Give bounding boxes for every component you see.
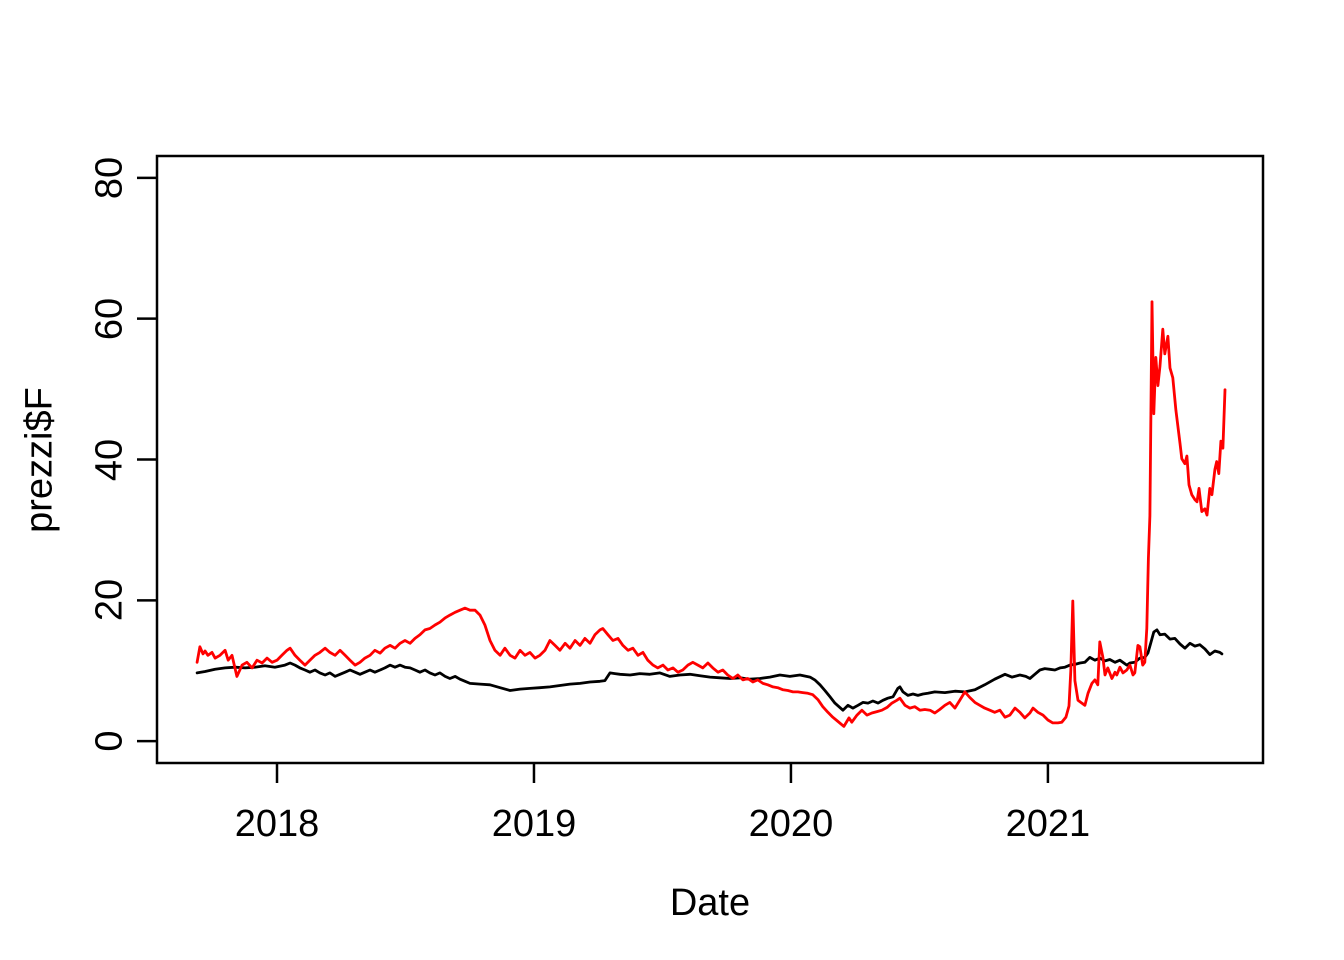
y-tick-label: 0 (88, 730, 131, 752)
x-tick-label: 2020 (748, 803, 834, 845)
x-tick-label: 2021 (1005, 803, 1091, 845)
x-tick-label: 2018 (234, 803, 320, 845)
axis-tick-marks (137, 176, 1050, 783)
y-tick-label: 60 (88, 297, 131, 340)
y-axis-title: prezzi$F (18, 386, 61, 533)
y-tick-label: 20 (88, 579, 131, 622)
series-line-prezzi-F-red (195, 300, 1227, 728)
y-tick-label: 40 (88, 438, 131, 481)
x-axis-title: Date (669, 882, 751, 924)
y-tick-label: 80 (88, 156, 131, 199)
x-tick-label: 2019 (491, 803, 577, 845)
